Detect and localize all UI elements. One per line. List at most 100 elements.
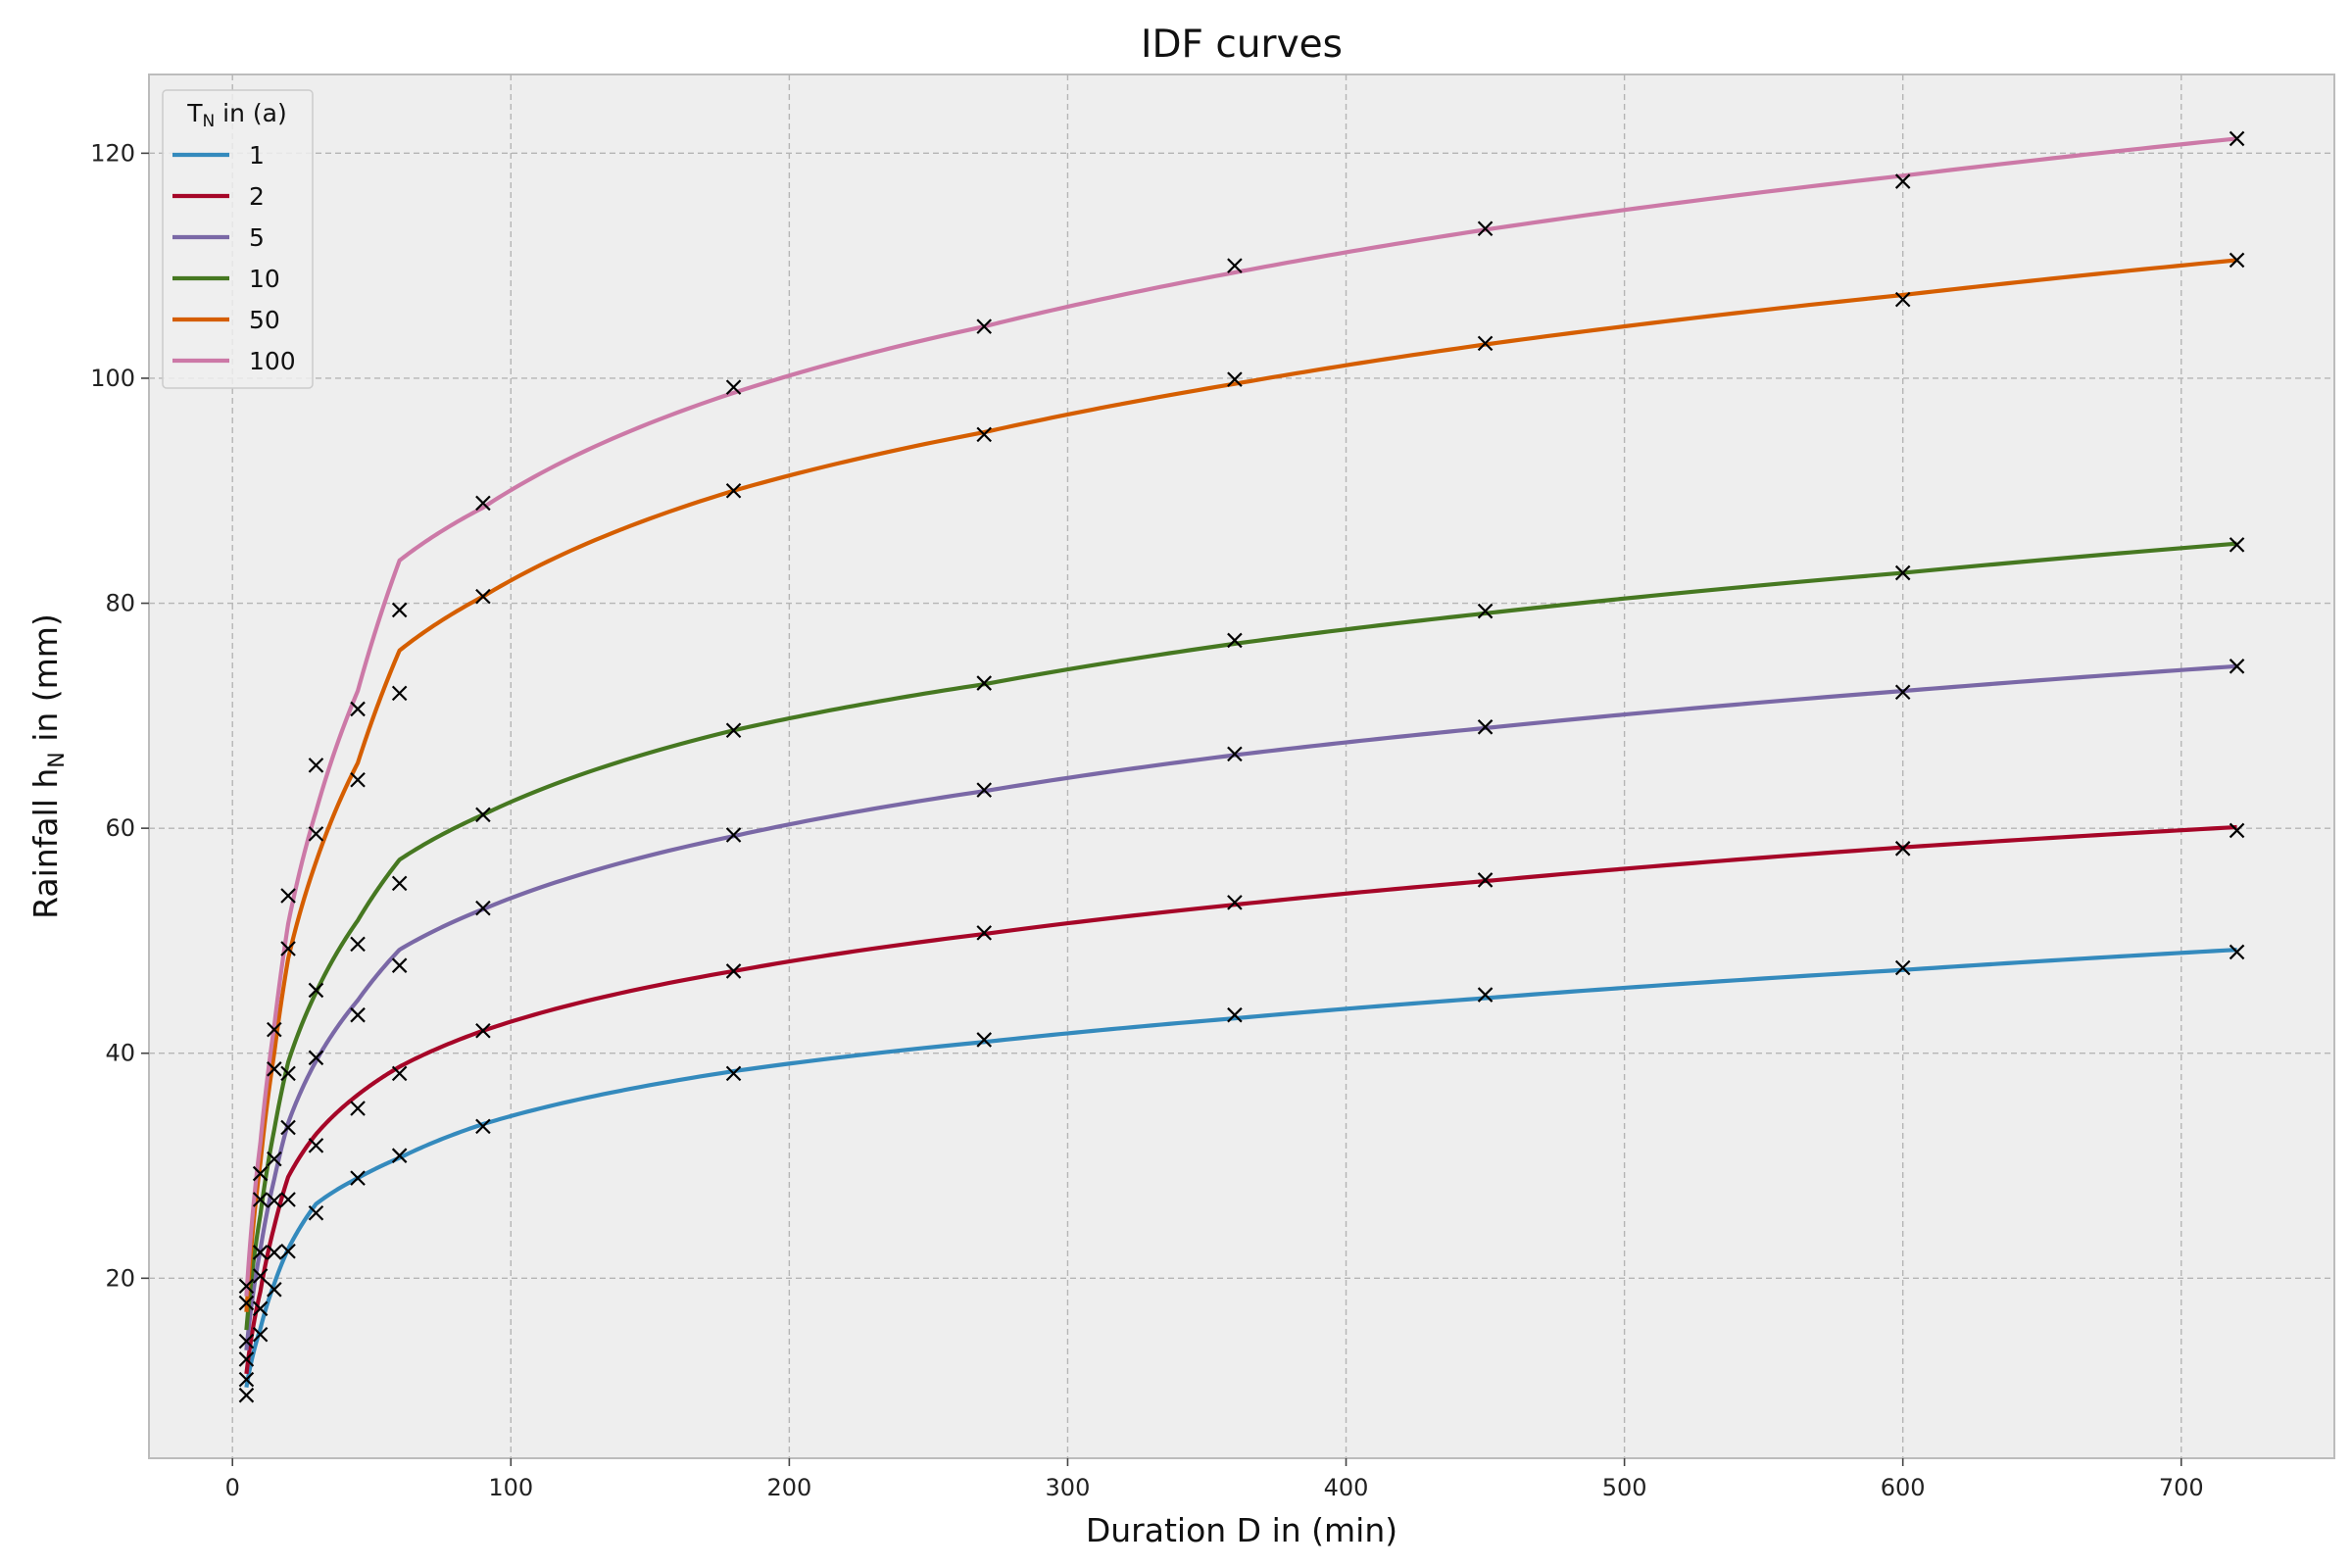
observed-point-50: [725, 482, 742, 499]
observed-point-50: [280, 941, 296, 956]
x-tick-label: 100: [488, 1474, 533, 1501]
observed-point-50: [976, 426, 993, 443]
observed-point-5: [2229, 659, 2245, 674]
observed-point-10: [391, 875, 408, 892]
observed-point-1: [238, 1387, 255, 1403]
legend-entries: 1 2 5 10 50 100: [172, 141, 296, 375]
observed-point-50: [308, 826, 324, 842]
series-lines: [244, 136, 2237, 1389]
y-tick-label: 60: [105, 814, 135, 842]
series-line-10: [244, 541, 2237, 1331]
observed-point-100: [1894, 173, 1911, 189]
legend-title-tail: in (a): [215, 99, 287, 127]
observed-point-2: [2229, 822, 2245, 839]
observed-point-1: [252, 1326, 269, 1343]
observed-point-10: [238, 1333, 255, 1349]
observed-point-100: [280, 888, 296, 904]
observed-point-100: [308, 758, 324, 773]
observed-point-1: [1894, 959, 1911, 976]
x-tick-label: 500: [1602, 1474, 1647, 1501]
observed-point-50: [238, 1295, 255, 1311]
legend-title-main: T: [186, 99, 203, 127]
observed-point-5: [280, 1119, 296, 1136]
series-line-2: [244, 824, 2237, 1375]
observed-point-2: [1227, 895, 1243, 910]
observed-point-50: [252, 1192, 269, 1207]
observed-point-100: [1227, 258, 1243, 273]
observed-point-50: [391, 685, 408, 702]
series-line-50: [244, 258, 2237, 1312]
y-tick-label: 40: [105, 1040, 135, 1067]
legend-label-2: 2: [249, 182, 265, 211]
x-axis-ticks: 0 100 200 300 400 500 600 700: [225, 1458, 2204, 1501]
x-tick-label: 0: [225, 1474, 240, 1501]
legend-label-5: 5: [249, 223, 265, 252]
observed-point-2: [308, 1138, 324, 1153]
observed-point-1: [725, 1065, 742, 1082]
observed-point-1: [280, 1243, 296, 1259]
legend-label-10: 10: [249, 265, 280, 293]
observed-point-1: [1477, 987, 1494, 1003]
observed-point-5: [976, 782, 993, 798]
observed-point-100: [976, 318, 993, 334]
observed-point-100: [391, 602, 408, 618]
observed-point-50: [475, 588, 491, 605]
observed-point-1: [1227, 1006, 1243, 1023]
observed-point-2: [725, 963, 742, 979]
observed-point-50: [2229, 252, 2245, 269]
x-axis-label: Duration D in (min): [1086, 1511, 1397, 1549]
observed-point-50: [267, 1061, 282, 1077]
observed-point-10: [280, 1065, 296, 1082]
y-axis-ticks: 20 40 60 80 100 120: [90, 139, 149, 1292]
legend-label-50: 50: [249, 306, 280, 334]
observed-point-2: [391, 1065, 408, 1082]
chart-title: IDF curves: [1141, 23, 1343, 67]
x-tick-label: 200: [766, 1474, 811, 1501]
observed-point-100: [267, 1021, 282, 1038]
observed-point-1: [350, 1170, 366, 1186]
x-tick-label: 700: [2159, 1474, 2204, 1501]
observed-point-100: [252, 1165, 269, 1182]
observed-point-10: [2229, 537, 2245, 553]
observed-point-2: [1894, 841, 1911, 857]
observed-point-5: [252, 1268, 269, 1284]
observed-point-5: [350, 1006, 366, 1023]
y-axis-label: Rainfall hN in (mm): [26, 613, 70, 919]
y-axis-label-subscript: N: [45, 752, 70, 767]
observed-point-5: [238, 1351, 255, 1367]
observed-point-1: [475, 1118, 491, 1135]
series-line-5: [244, 663, 2237, 1351]
observed-point-100: [725, 379, 742, 395]
observed-point-50: [350, 771, 366, 788]
observed-point-2: [976, 925, 993, 941]
observed-point-10: [1477, 603, 1494, 619]
legend-box: [162, 89, 314, 389]
observed-point-5: [391, 957, 408, 973]
observed-point-2: [475, 1022, 491, 1039]
y-tick-label: 80: [105, 590, 135, 617]
observed-point-10: [308, 982, 324, 999]
observed-point-2: [267, 1245, 282, 1260]
x-tick-label: 400: [1324, 1474, 1369, 1501]
legend-title: TN in (a): [186, 99, 287, 131]
observed-point-5: [267, 1193, 282, 1208]
observed-point-1: [267, 1282, 282, 1298]
legend-label-100: 100: [249, 347, 296, 375]
observed-point-100: [475, 495, 491, 512]
observed-point-2: [280, 1192, 296, 1207]
y-axis-label-main: Rainfall h: [26, 768, 65, 919]
observed-point-100: [2229, 130, 2245, 147]
observed-point-5: [1477, 719, 1494, 735]
grid-lines: [149, 74, 2334, 1458]
legend-title-subscript: N: [203, 112, 216, 131]
legend-label-1: 1: [249, 141, 265, 170]
observed-point-10: [475, 807, 491, 823]
observed-point-100: [238, 1278, 255, 1295]
y-tick-label: 100: [90, 365, 135, 392]
observed-point-100: [350, 701, 366, 717]
observed-point-1: [2229, 944, 2245, 960]
observed-point-1: [308, 1204, 324, 1221]
observed-point-2: [350, 1101, 366, 1116]
x-tick-label: 600: [1881, 1474, 1926, 1501]
